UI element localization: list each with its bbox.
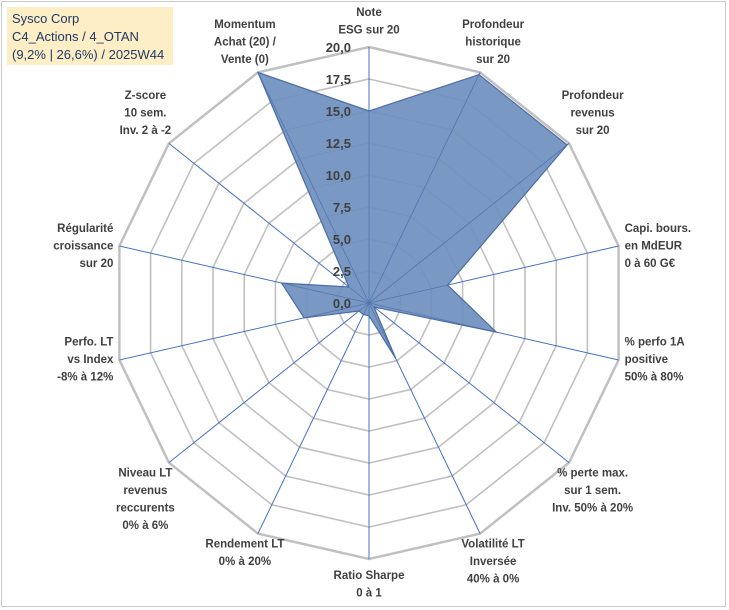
axis-label-line: historique xyxy=(465,36,521,48)
axis-label-line: Inversée xyxy=(470,556,517,568)
axis-label-line: Note xyxy=(356,7,382,19)
series-spoke xyxy=(358,302,370,312)
axis-label-line: 0% à 6% xyxy=(122,520,168,532)
axis-label-line: Inv. 2 à -2 xyxy=(120,125,172,137)
tick-label: 2,5 xyxy=(333,264,351,279)
series-spoke xyxy=(257,72,370,304)
axis-label-line: vs Index xyxy=(67,354,114,366)
chart-title-box: Sysco Corp C4_Actions / 4_OTAN (9,2% | 2… xyxy=(7,7,173,65)
series-spoke xyxy=(368,302,397,359)
axis-label-line: ESG sur 20 xyxy=(338,25,399,37)
axis-label-line: 40% à 0% xyxy=(467,574,519,586)
series-spoke xyxy=(281,282,370,304)
axis-label-line: Profondeur xyxy=(462,19,524,31)
axis-label-line: 0 à 60 G€ xyxy=(625,258,676,270)
tick-label: 7,5 xyxy=(333,200,351,215)
tick-label: 17,5 xyxy=(326,72,351,87)
axis-label-line: Niveau LT xyxy=(118,468,172,480)
axis-label-line: 0 à 1 xyxy=(356,588,382,600)
axis-label: Niveau LT revenus reccurents 0% à 6% xyxy=(116,468,175,532)
axis-label-line: positive xyxy=(625,354,668,366)
axis-label-line: revenus xyxy=(571,107,615,119)
axis-label-line: -8% à 12% xyxy=(57,372,113,384)
axis-label: Capi. bours. en MdEUR 0 à 60 G€ xyxy=(625,223,691,270)
tick-label: 12,5 xyxy=(326,136,351,151)
axis-label: Régularité croissance sur 20 xyxy=(53,223,113,270)
axis-label-line: 50% à 80% xyxy=(625,372,684,384)
axis-label-line: Inv. 50% à 20% xyxy=(552,503,633,515)
axis-label-line: Rendement LT xyxy=(205,539,284,551)
axis-spoke xyxy=(168,302,370,463)
radar-tick-labels: 0,0 2,5 5,0 7,5 10,0 12,5 15,0 17,5 20,0 xyxy=(326,40,351,311)
axis-label-line: sur 20 xyxy=(80,258,114,270)
axis-label-line: sur 20 xyxy=(576,125,610,137)
series-spoke xyxy=(348,286,370,304)
series-spoke xyxy=(363,302,370,315)
series-spoke xyxy=(304,302,370,319)
radar-axis-labels: Note ESG sur 20 Profondeur historique sur 20… xyxy=(53,7,691,600)
axis-label-line: Régularité xyxy=(57,223,113,235)
axis-spoke xyxy=(257,302,370,534)
series-spoke xyxy=(368,74,480,304)
series-spoke xyxy=(368,302,375,308)
axis-label: Momentum Achat (20) / Vente (0) xyxy=(214,19,277,66)
category-label: C4_Actions / 4_OTAN xyxy=(12,29,139,44)
radar-series xyxy=(256,71,568,359)
axis-label-line: Momentum xyxy=(214,19,275,31)
axis-label-line: % perte max. xyxy=(557,468,628,480)
axis-label-line: Vente (0) xyxy=(221,54,269,66)
axis-label: Perfo. LT vs Index -8% à 12% xyxy=(57,337,114,384)
tick-label: 0,0 xyxy=(333,296,351,311)
axis-label: % perfo 1A positive 50% à 80% xyxy=(625,337,685,384)
axis-label-line: croissance xyxy=(53,240,113,252)
series-spoke xyxy=(368,302,497,333)
axis-label-line: sur 1 sem. xyxy=(564,485,621,497)
series-spoke xyxy=(368,144,568,304)
axis-label-line: Achat (20) / xyxy=(214,36,277,48)
axis-spoke xyxy=(168,143,370,304)
company-name: Sysco Corp xyxy=(12,11,80,26)
axis-label-line: Capi. bours. xyxy=(625,223,691,235)
axis-label-line: en MdEUR xyxy=(625,240,683,252)
axis-label-line: Volatilité LT xyxy=(461,539,524,551)
axis-label-line: Profondeur xyxy=(562,90,624,102)
axis-label: Rendement LT 0% à 20% xyxy=(205,539,284,569)
axis-spoke xyxy=(368,302,570,463)
axis-label-line: 0% à 20% xyxy=(219,556,271,568)
axis-label: % perte max. sur 1 sem. Inv. 50% à 20% xyxy=(552,468,633,515)
axis-label-line: Z-score xyxy=(125,90,167,102)
axis-label: Ratio Sharpe 0 à 1 xyxy=(334,570,405,600)
axis-label-line: % perfo 1A xyxy=(625,337,685,349)
axis-label: Volatilité LT Inversée 40% à 0% xyxy=(461,539,524,586)
axis-label-line: Perfo. LT xyxy=(64,337,113,349)
axis-label-line: Ratio Sharpe xyxy=(334,570,405,582)
axis-label: Profondeur historique sur 20 xyxy=(462,19,524,66)
axis-label-line: 10 sem. xyxy=(124,107,166,119)
series-spoke xyxy=(368,284,448,304)
tick-label: 10,0 xyxy=(326,168,351,183)
axis-label: Profondeur revenus sur 20 xyxy=(562,90,624,137)
axis-label: Note ESG sur 20 xyxy=(338,7,399,37)
axis-label: Z-score 10 sem. Inv. 2 à -2 xyxy=(120,90,172,137)
series-area xyxy=(256,71,568,359)
tick-label: 5,0 xyxy=(333,232,351,247)
axis-label-line: reccurents xyxy=(116,503,175,515)
tick-label: 20,0 xyxy=(326,40,351,55)
score-summary: (9,2% | 26,6%) / 2025W44 xyxy=(12,47,165,62)
axis-label-line: sur 20 xyxy=(476,54,510,66)
tick-label: 15,0 xyxy=(326,104,351,119)
axis-label-line: revenus xyxy=(123,485,167,497)
